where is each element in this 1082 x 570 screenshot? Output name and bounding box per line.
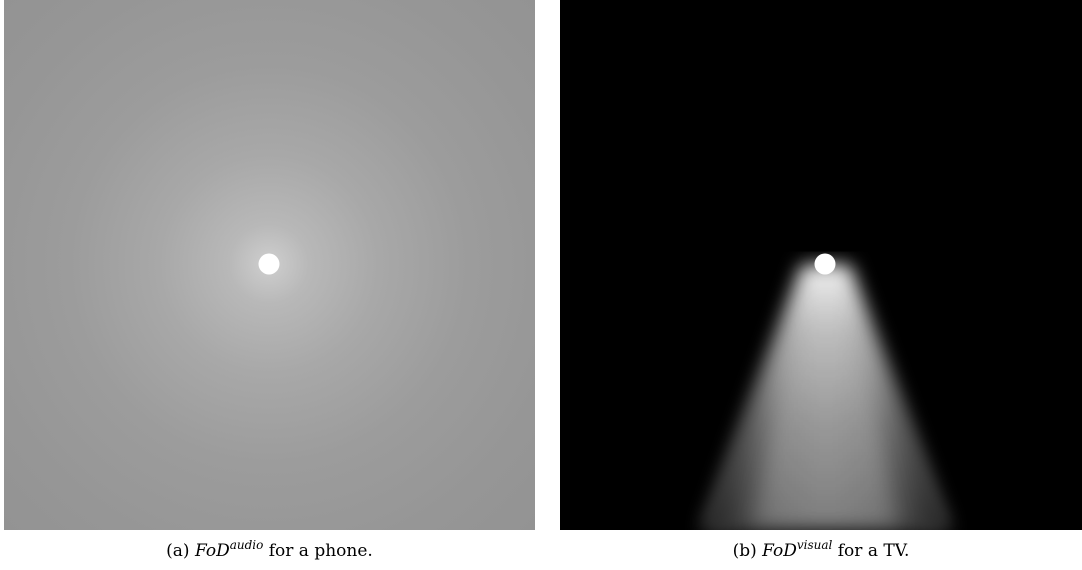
figure-b-math-base: FoD <box>762 541 797 561</box>
figure-b-caption: (b) FoDvisual for a TV. <box>560 538 1082 564</box>
figure-a-suffix: for a phone. <box>268 541 373 561</box>
figure-a-audio-field <box>4 0 535 530</box>
figure-b-canvas <box>702 253 950 530</box>
figure-a-math-base: FoD <box>194 541 230 561</box>
figure-a-math-sup: audio <box>229 538 264 552</box>
phone-device-dot <box>258 253 280 275</box>
tv-device-dot <box>814 253 836 275</box>
figure-a-label: (a) <box>166 541 190 561</box>
figure-a-caption: (a) FoDaudio for a phone. <box>4 538 535 564</box>
figure-b-suffix: for a TV. <box>837 541 910 561</box>
figure-b-visual-field <box>560 0 1082 530</box>
figure-a-canvas <box>258 253 280 275</box>
figure-b-label: (b) <box>732 541 757 561</box>
tv-view-cone <box>702 265 950 530</box>
figure-b-math-sup: visual <box>796 538 833 552</box>
